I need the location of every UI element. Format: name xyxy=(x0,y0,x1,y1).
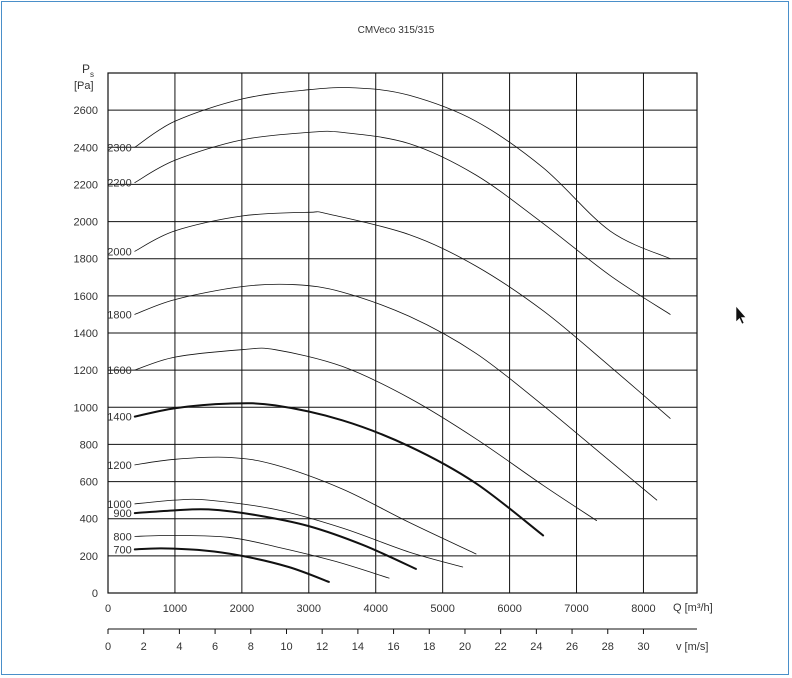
y-tick-label: 0 xyxy=(92,588,98,600)
curve-label-1800: 1800 xyxy=(107,309,131,321)
y-tick-label: 400 xyxy=(80,514,98,526)
x2-axis: 0 2 4 6 8 10 12 14 16 18 20 22 24 26 28 30 xyxy=(105,628,697,653)
x2-tick-label: 14 xyxy=(352,641,364,653)
curve-2000 xyxy=(134,211,671,419)
x2-axis-label: v [m/s] xyxy=(676,641,708,653)
x-tick-label: 4000 xyxy=(363,603,387,615)
x2-tick-label: 2 xyxy=(141,641,147,653)
y-axis-label-symbol: P xyxy=(82,62,90,76)
curve-2300 xyxy=(134,87,671,260)
y-axis-ticks: 0 200 400 600 800 1000 1200 1400 1600 1800 2000 220… xyxy=(74,105,98,600)
chart-title: CMVeco 315/315 xyxy=(358,25,435,36)
x2-tick-label: 22 xyxy=(495,641,507,653)
curve-label-2200: 2200 xyxy=(107,178,131,190)
x2-tick-label: 26 xyxy=(566,641,578,653)
y-tick-label: 1200 xyxy=(74,365,98,377)
x2-tick-label: 16 xyxy=(387,641,399,653)
y-tick-label: 1400 xyxy=(74,328,98,340)
x2-tick-label: 4 xyxy=(176,641,182,653)
curve-800 xyxy=(134,534,390,579)
curve-label-1600: 1600 xyxy=(107,365,131,377)
curve-1200 xyxy=(134,456,477,555)
curve-label-900: 900 xyxy=(113,508,131,520)
x2-tick-label: 10 xyxy=(280,641,292,653)
x2-tick-label: 24 xyxy=(530,641,542,653)
y-tick-label: 2400 xyxy=(74,142,98,154)
y-tick-label: 800 xyxy=(80,439,98,451)
x2-tick-label: 12 xyxy=(316,641,328,653)
curve-label-1200: 1200 xyxy=(107,460,131,472)
x-tick-label: 5000 xyxy=(430,603,454,615)
curve-label-700: 700 xyxy=(113,544,131,556)
curve-label-2000: 2000 xyxy=(107,246,131,258)
curve-2200 xyxy=(134,130,671,315)
curve-1800 xyxy=(134,283,658,501)
x-tick-label: 2000 xyxy=(230,603,254,615)
x2-tick-label: 20 xyxy=(459,641,471,653)
y-tick-label: 2600 xyxy=(74,105,98,117)
curve-1400 xyxy=(133,402,545,537)
curve-700 xyxy=(133,547,330,583)
x2-tick-label: 8 xyxy=(248,641,254,653)
x2-tick-label: 18 xyxy=(423,641,435,653)
y-axis-label-subscript: s xyxy=(90,70,94,79)
x-tick-label: 6000 xyxy=(497,603,521,615)
curve-900 xyxy=(133,508,417,570)
curve-label-2300: 2300 xyxy=(107,142,131,154)
curve-1000 xyxy=(134,498,464,568)
x2-tick-label: 0 xyxy=(105,641,111,653)
curve-label-1400: 1400 xyxy=(107,412,131,424)
x-axis-ticks: 0 1000 2000 3000 4000 5000 6000 7000 8000 xyxy=(105,603,656,615)
x-tick-label: 7000 xyxy=(564,603,588,615)
y-tick-label: 2000 xyxy=(74,217,98,229)
y-tick-label: 1600 xyxy=(74,291,98,303)
x-tick-label: 0 xyxy=(105,603,111,615)
x-tick-label: 1000 xyxy=(163,603,187,615)
y-tick-label: 1800 xyxy=(74,254,98,266)
x-tick-label: 3000 xyxy=(297,603,321,615)
y-axis-label-unit: [Pa] xyxy=(74,80,94,92)
curve-label-800: 800 xyxy=(113,531,131,543)
x2-tick-label: 30 xyxy=(637,641,649,653)
x2-tick-label: 6 xyxy=(212,641,218,653)
y-tick-label: 2200 xyxy=(74,179,98,191)
y-tick-label: 200 xyxy=(80,551,98,563)
y-tick-label: 1000 xyxy=(74,402,98,414)
curves xyxy=(133,87,671,583)
y-tick-label: 600 xyxy=(80,477,98,489)
curve-label-1000: 1000 xyxy=(107,499,131,511)
curve-1600 xyxy=(134,347,597,521)
x-tick-label: 8000 xyxy=(631,603,655,615)
plot-area xyxy=(107,72,698,594)
mouse-cursor-icon xyxy=(735,305,747,325)
x2-tick-label: 28 xyxy=(602,641,614,653)
x-axis-label: Q [m³/h] xyxy=(673,602,713,614)
plot-border xyxy=(107,72,698,594)
grid xyxy=(108,73,697,593)
